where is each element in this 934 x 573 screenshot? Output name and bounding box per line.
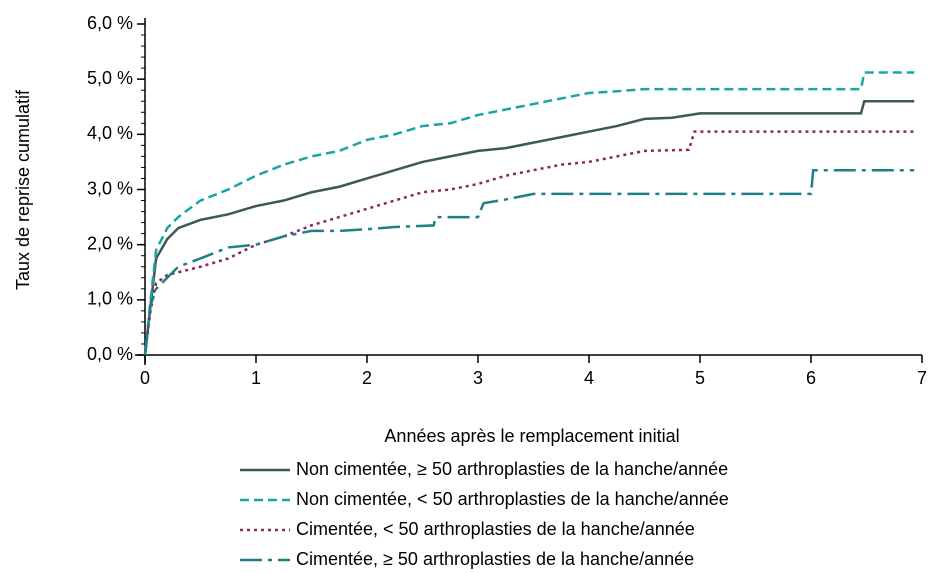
y-tick-label: 5,0 %	[87, 68, 133, 88]
y-tick-label: 2,0 %	[87, 233, 133, 253]
series-line	[143, 130, 915, 356]
series-line	[143, 71, 915, 356]
x-tick-label: 1	[251, 368, 261, 388]
x-tick-label: 0	[140, 368, 150, 388]
y-axis-label: Taux de reprise cumulatif	[13, 89, 33, 290]
series-line	[143, 99, 915, 356]
x-tick-label: 7	[917, 368, 927, 388]
legend-label: Non cimentée, ≥ 50 arthroplasties de la …	[296, 459, 728, 479]
x-tick-label: 5	[695, 368, 705, 388]
y-tick-label: 0,0 %	[87, 344, 133, 364]
y-tick-label: 6,0 %	[87, 13, 133, 33]
x-tick-label: 3	[473, 368, 483, 388]
y-tick-label: 4,0 %	[87, 123, 133, 143]
x-tick-label: 2	[362, 368, 372, 388]
y-tick-label: 3,0 %	[87, 178, 133, 198]
x-tick-label: 6	[806, 368, 816, 388]
legend-label: Non cimentée, < 50 arthroplasties de la …	[296, 489, 729, 509]
y-tick-label: 1,0 %	[87, 289, 133, 309]
x-axis-label: Années après le remplacement initial	[384, 426, 679, 446]
series-line	[143, 168, 915, 356]
legend-label: Cimentée, ≥ 50 arthroplasties de la hanc…	[296, 549, 694, 569]
x-tick-label: 4	[584, 368, 594, 388]
legend-label: Cimentée, < 50 arthroplasties de la hanc…	[296, 519, 695, 539]
